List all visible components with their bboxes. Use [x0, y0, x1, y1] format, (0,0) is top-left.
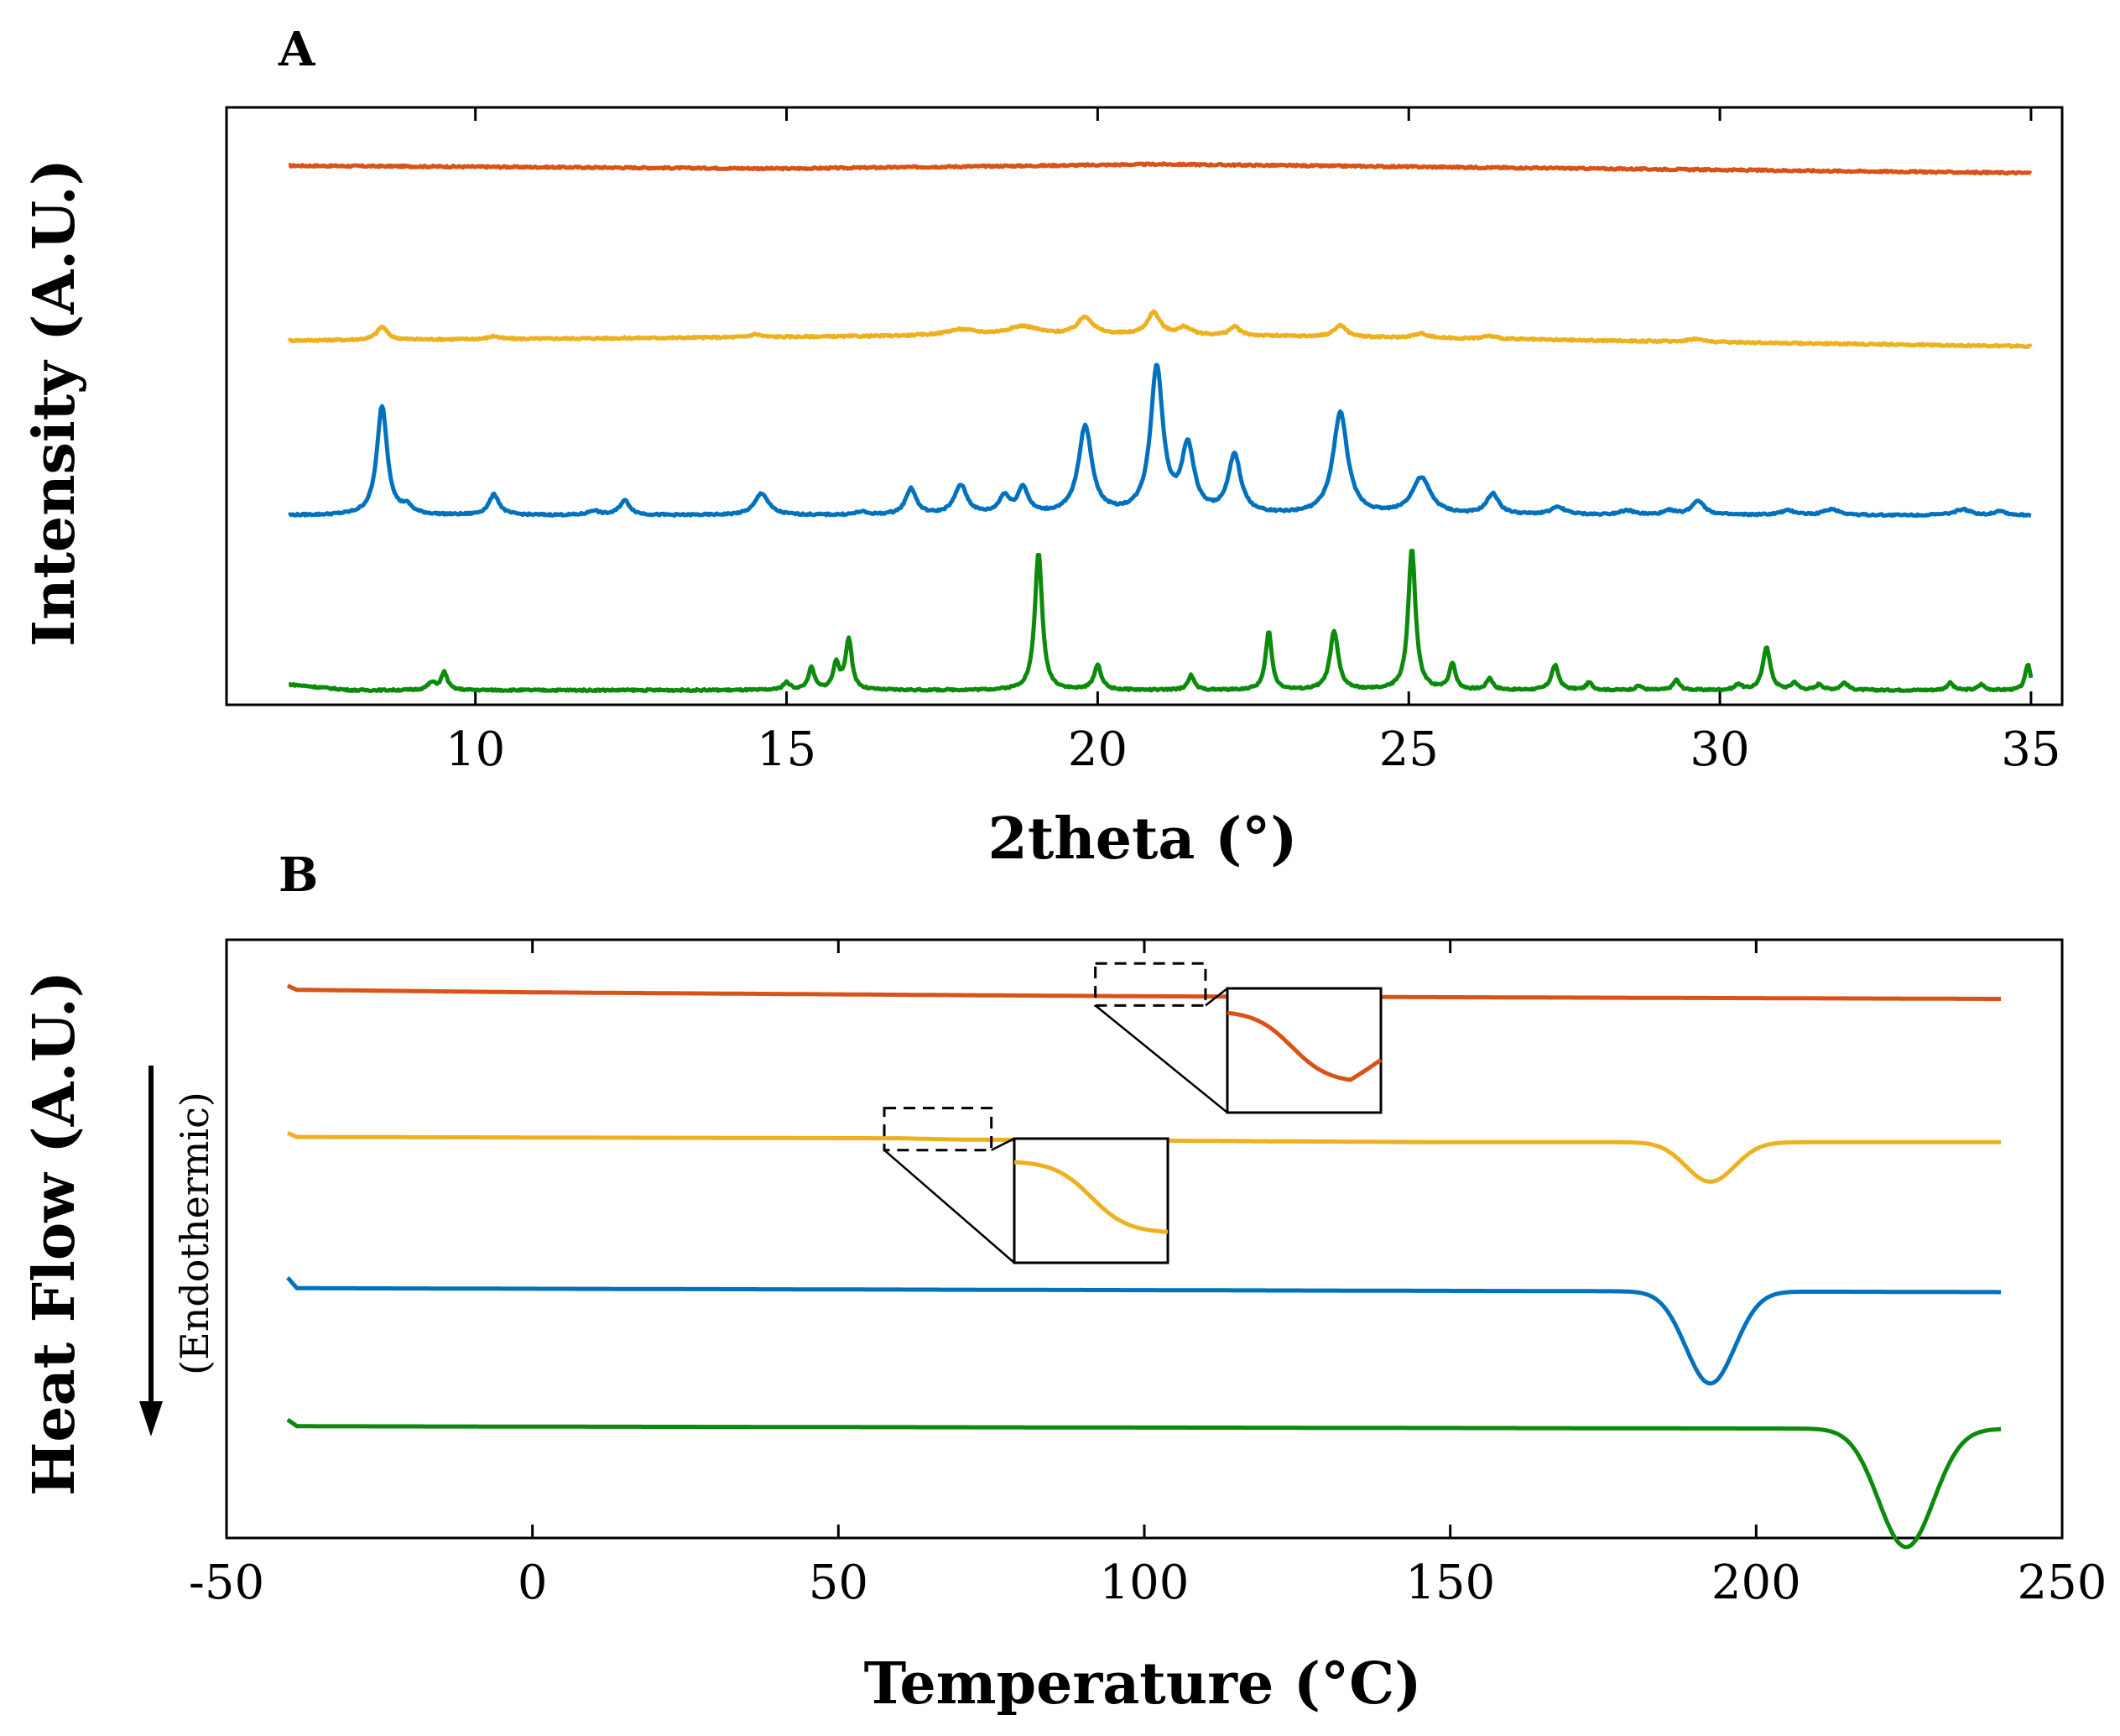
x-tick-label-b-50: 50	[809, 1556, 868, 1610]
dsc-series-4	[286, 1417, 2002, 1550]
inset-2	[883, 1107, 1169, 1264]
inset-region-1	[1094, 962, 1207, 1007]
inset-frame-2	[1013, 1137, 1169, 1264]
inset-1	[1094, 962, 1383, 1114]
xrd-series-2	[287, 309, 2033, 350]
inset-curve-2	[1013, 1160, 1169, 1234]
xrd-series-4	[288, 548, 2034, 694]
x-axis-title-a: 2theta (°)	[988, 805, 1298, 873]
y-axis-title-b: Heat Flow (A.U.)	[21, 971, 88, 1496]
x-tick-label-a-15: 15	[757, 722, 816, 777]
x-tick-label-b--50: -50	[189, 1556, 264, 1610]
inset-connector-1b	[1205, 988, 1228, 1007]
endothermic-note: (Endothermic)	[172, 1092, 217, 1375]
panel-label-b: B	[279, 847, 318, 903]
inset-connector-1a	[1094, 1004, 1228, 1113]
x-tick-label-b-250: 250	[2018, 1556, 2107, 1610]
xrd-series-1	[288, 161, 2033, 176]
x-tick-label-b-150: 150	[1405, 1556, 1495, 1610]
x-axis-title-b: Temperature (°C)	[864, 1650, 1422, 1718]
x-tick-label-b-0: 0	[518, 1556, 548, 1610]
inset-frame-1	[1226, 987, 1383, 1114]
x-tick-label-b-200: 200	[1711, 1556, 1801, 1610]
inset-region-2	[883, 1107, 993, 1152]
xrd-series-3	[288, 362, 2032, 519]
x-tick-label-b-100: 100	[1100, 1556, 1190, 1610]
plot-a: 10 15 20 25 30 35	[225, 106, 2064, 777]
plot-b: -50 0 50 100 150 200 250	[189, 938, 2107, 1610]
axes-frame-a	[225, 106, 2064, 706]
x-tick-label-a-30: 30	[1690, 722, 1749, 777]
endothermic-arrow	[139, 1066, 163, 1436]
panel-label-a: A	[278, 22, 316, 77]
dsc-series-1	[286, 983, 2002, 1001]
inset-connector-2b	[991, 1137, 1015, 1151]
dsc-series-3	[286, 1276, 2002, 1386]
y-axis-title-a: Intensity (A.U.)	[21, 159, 88, 647]
inset-curve-1	[1227, 1010, 1383, 1082]
x-tick-label-a-20: 20	[1068, 722, 1128, 777]
inset-connector-2a	[883, 1149, 1015, 1264]
x-tick-label-a-10: 10	[445, 722, 505, 777]
x-tick-label-a-25: 25	[1379, 722, 1439, 777]
x-tick-label-a-35: 35	[2001, 722, 2060, 777]
